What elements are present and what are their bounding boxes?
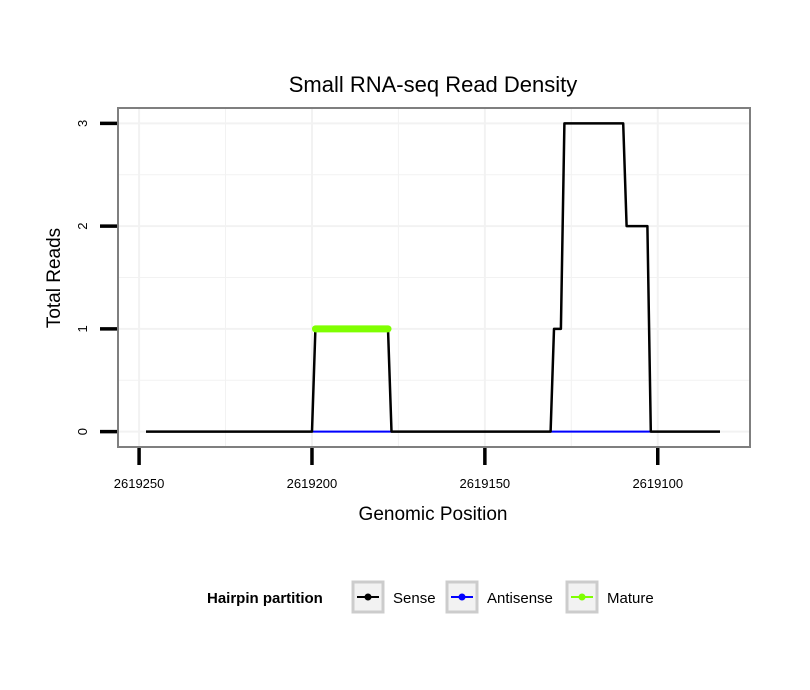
legend-key-point-antisense — [458, 593, 466, 601]
legend: Hairpin partition Sense Antisense Mature — [207, 580, 654, 614]
series-lines — [146, 122, 720, 433]
grid-lines — [118, 108, 750, 447]
legend-label-mature: Mature — [607, 590, 654, 607]
y-tick-label: 2 — [75, 223, 90, 230]
y-tick-label: 1 — [75, 325, 90, 332]
x-tick-label: 2619100 — [632, 476, 683, 491]
x-axis-title: Genomic Position — [359, 504, 508, 525]
x-tick-label: 2619200 — [287, 476, 338, 491]
legend-key-point-sense — [364, 593, 372, 601]
y-tick-label: 3 — [75, 120, 90, 127]
y-axis: 0 1 2 3 — [75, 120, 117, 435]
y-axis-title: Total Reads — [44, 228, 65, 328]
plot-panel-border — [117, 107, 751, 448]
x-axis: 2619250 2619200 2619150 2619100 — [114, 448, 683, 491]
x-tick-label: 2619150 — [460, 476, 511, 491]
legend-title: Hairpin partition — [207, 590, 323, 607]
legend-key-mature — [565, 580, 599, 614]
x-tick-label: 2619250 — [114, 476, 165, 491]
y-tick-label: 0 — [75, 428, 90, 435]
chart-title: Small RNA-seq Read Density — [289, 72, 578, 97]
legend-label-antisense: Antisense — [487, 590, 553, 607]
legend-key-point-mature — [578, 593, 586, 601]
legend-label-sense: Sense — [393, 590, 436, 607]
